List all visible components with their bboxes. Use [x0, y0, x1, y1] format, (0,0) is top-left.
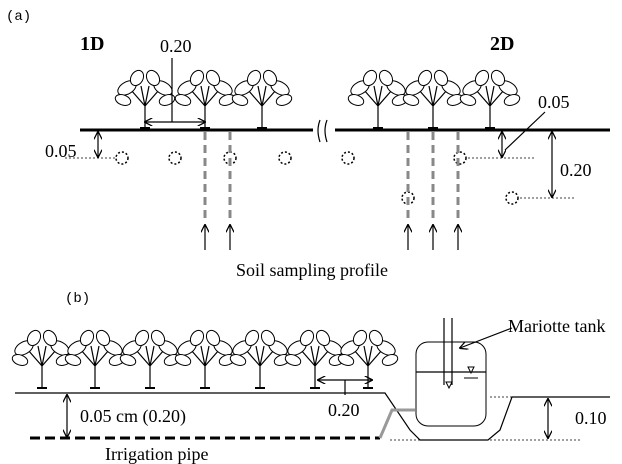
level-mark	[445, 381, 453, 390]
caption: Soil sampling profile	[236, 260, 388, 280]
break	[317, 119, 328, 143]
sampling-points	[115, 151, 519, 205]
tank-label: Mariotte tank	[508, 316, 605, 336]
plants-a	[112, 67, 523, 129]
label-1d: 1D	[80, 33, 104, 55]
panel-label: (a)	[6, 9, 31, 25]
depth-label: 0.05 cm (0.20)	[80, 406, 186, 427]
sampling-profiles	[205, 132, 458, 250]
tank-depth-label: 0.10	[575, 408, 607, 428]
depth-label: 0.05	[45, 141, 77, 161]
tank-arrow	[460, 327, 513, 348]
label-2d: 2D	[490, 33, 514, 55]
depth-label: 0.20	[560, 160, 592, 180]
connector-pipe	[378, 408, 415, 439]
depth-label: 0.05	[538, 92, 570, 112]
spacing-label: 0.20	[328, 400, 360, 420]
plants-b	[9, 327, 401, 389]
spacing-label: 0.20	[160, 36, 192, 56]
panel-label: (b)	[65, 291, 90, 307]
leader	[504, 111, 546, 151]
pipe-label: Irrigation pipe	[105, 444, 208, 464]
level-mark	[464, 366, 478, 379]
air-tube	[443, 318, 453, 385]
